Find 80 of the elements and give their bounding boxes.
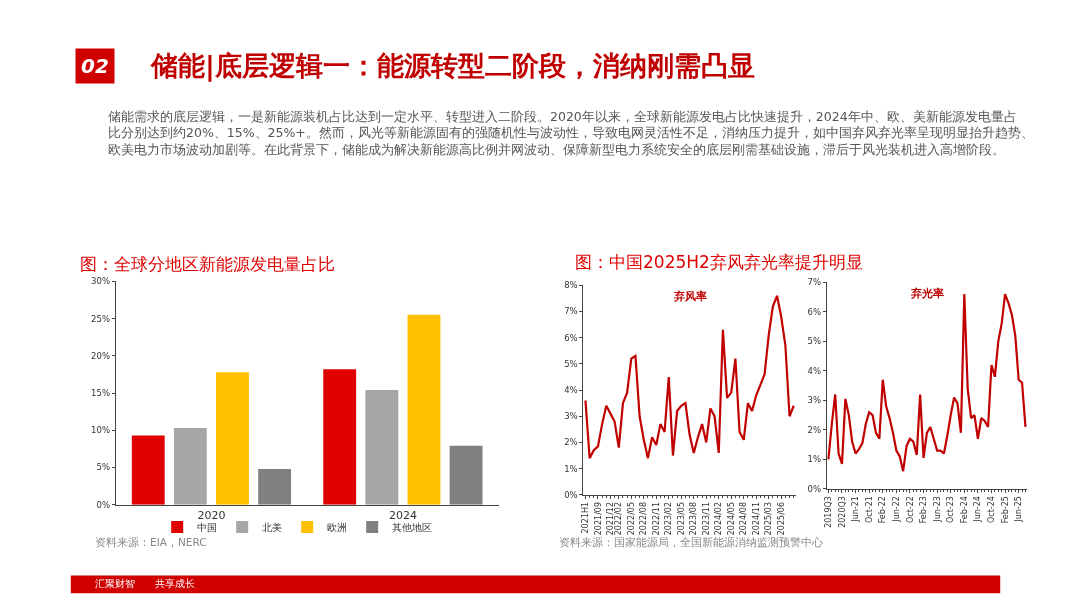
- bar: [407, 314, 441, 505]
- y-tick-label: 1%: [807, 454, 822, 465]
- bar: [365, 390, 399, 505]
- y-tick-label: 7%: [807, 277, 822, 288]
- x-tick-label: 2024/11: [751, 502, 761, 536]
- legend-label: 欧洲: [327, 521, 348, 533]
- x-tick-label: 2024/05: [726, 502, 736, 536]
- y-tick-label: 7%: [564, 306, 578, 317]
- y-tick-label: 2%: [564, 437, 578, 448]
- y-tick-label: 10%: [91, 425, 110, 436]
- x-tick-label: 2020Q3: [837, 496, 847, 528]
- x-tick-label: Feb-22: [878, 496, 888, 524]
- text: 弃风率: [673, 290, 707, 303]
- x-tick-label: Oct-24: [987, 496, 997, 524]
- y-tick-label: 3%: [564, 411, 578, 422]
- bar: [216, 372, 249, 505]
- x-tick-label: Feb-25: [1000, 496, 1010, 524]
- bar: [449, 445, 483, 505]
- x-tick-label: 2023/02: [664, 502, 674, 536]
- series-label: 弃光率: [910, 287, 944, 300]
- text: 资料来源：EIA，NERC: [95, 536, 207, 548]
- text: 02: [81, 54, 109, 78]
- x-tick-label: 2022/11: [651, 502, 661, 536]
- text: 储能|底层逻辑一：能源转型二阶段，消纳刚需凸显: [150, 50, 755, 82]
- legend-label: 其他地区: [392, 521, 433, 533]
- x-tick-label: Jun-24: [973, 496, 983, 523]
- y-tick-label: 5%: [807, 336, 822, 347]
- x-tick-label: Jun-21: [851, 496, 861, 523]
- y-tick-label: 5%: [96, 462, 110, 473]
- x-tick-label: 2023/11: [701, 502, 711, 536]
- y-tick-label: 3%: [807, 395, 822, 406]
- legend-label: 中国: [197, 521, 218, 533]
- x-tick-label: Feb-24: [959, 496, 969, 524]
- y-tick-label: 15%: [91, 387, 110, 398]
- y-tick-label: 0%: [96, 499, 110, 510]
- x-tick-label: 2023/05: [676, 502, 686, 536]
- x-tick-label: 2024: [388, 508, 417, 522]
- x-tick-label: Oct-21: [864, 496, 874, 524]
- y-tick-label: 30%: [91, 276, 110, 287]
- y-tick-label: 8%: [564, 280, 578, 291]
- x-tick-label: 2024/08: [739, 502, 749, 536]
- x-tick-label: 2022/02: [614, 502, 624, 536]
- x-tick-label: 2021/12: [606, 502, 616, 536]
- x-tick-label: 2023/08: [689, 502, 699, 536]
- chart-title: 图：中国2025H2弃风弃光率提升明显: [575, 252, 863, 272]
- y-tick-label: 6%: [807, 306, 822, 317]
- x-tick-label: Feb-23: [919, 496, 929, 524]
- chart-title: 图：全球分地区新能源发电量占比: [80, 254, 335, 274]
- text: 资料来源：国家能源局，全国新能源消纳监测预警中心: [559, 536, 823, 548]
- x-tick-label: 2025/06: [776, 502, 786, 536]
- bar: [323, 369, 357, 505]
- y-tick-label: 2%: [807, 424, 822, 435]
- x-tick-label: 2019Q3: [824, 496, 834, 528]
- x-tick-label: Oct-23: [946, 496, 956, 524]
- y-tick-label: 25%: [91, 313, 110, 324]
- x-tick-label: 2022/05: [626, 502, 636, 536]
- x-tick-label: Jun-22: [891, 496, 901, 523]
- y-tick-label: 0%: [564, 489, 578, 500]
- y-tick-label: 6%: [564, 332, 578, 343]
- x-tick-label: Jun-25: [1014, 496, 1024, 523]
- y-tick-label: 1%: [564, 463, 578, 474]
- y-tick-label: 0%: [807, 483, 822, 494]
- text: 储能需求的底层逻辑，一是新能源装机占比达到一定水平、转型进入二阶段。2020年以来，全球新能源发电占比快速提升，2024年中、欧、美新能源发电量占比分别达到约20%、15%、25%+。然而，风光等新能源固有的强随机性与波动性，导致电网灵活性不足，消纳压力提升，如中国弃风弃光率呈现明显抬升趋势、欧美电力市场波动加剧等。在此背景下，储能成为解决新能源高比例并网波动、保障新型电力系统安全的底层刚需基础设施，滞后于风光装机进入高增阶段。: [108, 109, 1034, 157]
- x-tick-label: 2024/02: [714, 502, 724, 536]
- x-tick-label: 2022/08: [639, 502, 649, 536]
- bar: [131, 435, 165, 505]
- x-tick-label: 2025/03: [764, 502, 774, 536]
- bar: [258, 468, 292, 505]
- y-tick-label: 4%: [807, 365, 822, 376]
- y-tick-label: 4%: [564, 385, 578, 396]
- x-tick-label: Jun-23: [932, 496, 942, 523]
- x-tick-label: 2021/09: [593, 502, 603, 536]
- x-tick-label: 2021H1: [581, 502, 591, 534]
- bar: [173, 427, 207, 505]
- y-tick-label: 5%: [564, 358, 578, 369]
- x-tick-label: Oct-22: [905, 496, 915, 524]
- legend-label: 北美: [262, 521, 283, 533]
- y-tick-label: 20%: [91, 350, 110, 361]
- text: 汇聚财智 共享成长: [95, 578, 195, 589]
- x-tick-label: 2020: [197, 508, 226, 522]
